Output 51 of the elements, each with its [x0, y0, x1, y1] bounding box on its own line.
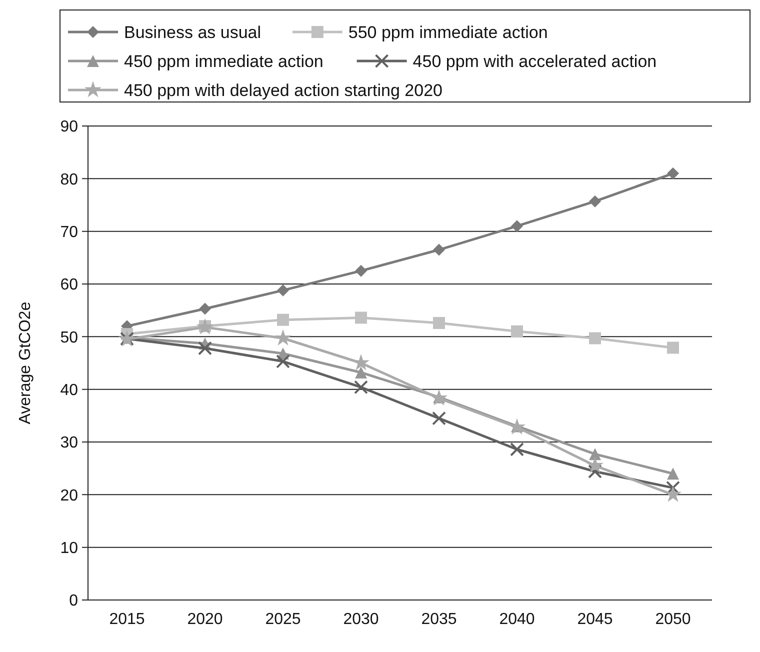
- y-tick-label: 0: [69, 592, 78, 610]
- point: [511, 220, 523, 232]
- legend-label: 450 ppm with delayed action starting 2020: [124, 80, 442, 100]
- point: [433, 244, 445, 256]
- point: [277, 314, 289, 326]
- y-tick-label: 60: [60, 276, 78, 294]
- legend-label: 550 ppm immediate action: [348, 22, 548, 42]
- legend-label: 450 ppm with accelerated action: [412, 52, 657, 71]
- point: [589, 332, 601, 344]
- y-tick-label: 80: [60, 171, 78, 188]
- point: [432, 411, 446, 426]
- point: [586, 456, 604, 473]
- x-tick-label: 2020: [187, 611, 223, 628]
- point: [276, 354, 290, 368]
- point: [589, 448, 601, 460]
- y-tick-label: 40: [60, 382, 78, 399]
- point: [196, 318, 214, 334]
- y-tick-label: 30: [60, 434, 78, 452]
- legend-label: 450 ppm immediate action: [124, 52, 324, 71]
- y-tick-label: 20: [60, 487, 78, 504]
- point: [589, 195, 601, 208]
- point: [355, 312, 367, 324]
- x-tick-label: 2015: [109, 611, 145, 628]
- point: [588, 464, 602, 478]
- point: [430, 389, 448, 406]
- x-tick-label: 2050: [655, 611, 691, 628]
- point: [666, 480, 680, 495]
- point: [433, 316, 445, 329]
- point: [355, 366, 367, 378]
- point: [354, 380, 368, 394]
- point: [355, 264, 367, 277]
- y-axis-title: Average GtCO2e: [17, 302, 34, 424]
- x-tick-label: 2030: [343, 611, 379, 628]
- x-tick-label: 2035: [421, 611, 457, 628]
- legend-label: Business as usual: [124, 22, 262, 42]
- y-tick-label: 90: [60, 118, 78, 136]
- point: [277, 284, 289, 296]
- point: [667, 342, 679, 354]
- point: [199, 302, 211, 315]
- y-tick-label: 50: [60, 329, 78, 346]
- point: [274, 329, 292, 346]
- y-tick-label: 10: [60, 540, 78, 557]
- x-tick-label: 2045: [577, 611, 613, 628]
- point: [510, 442, 524, 456]
- x-tick-label: 2025: [265, 611, 301, 628]
- point: [667, 167, 679, 180]
- point: [198, 341, 212, 356]
- point: [511, 325, 523, 338]
- point: [667, 468, 679, 480]
- y-tick-label: 70: [60, 224, 78, 241]
- x-tick-label: 2040: [499, 611, 535, 628]
